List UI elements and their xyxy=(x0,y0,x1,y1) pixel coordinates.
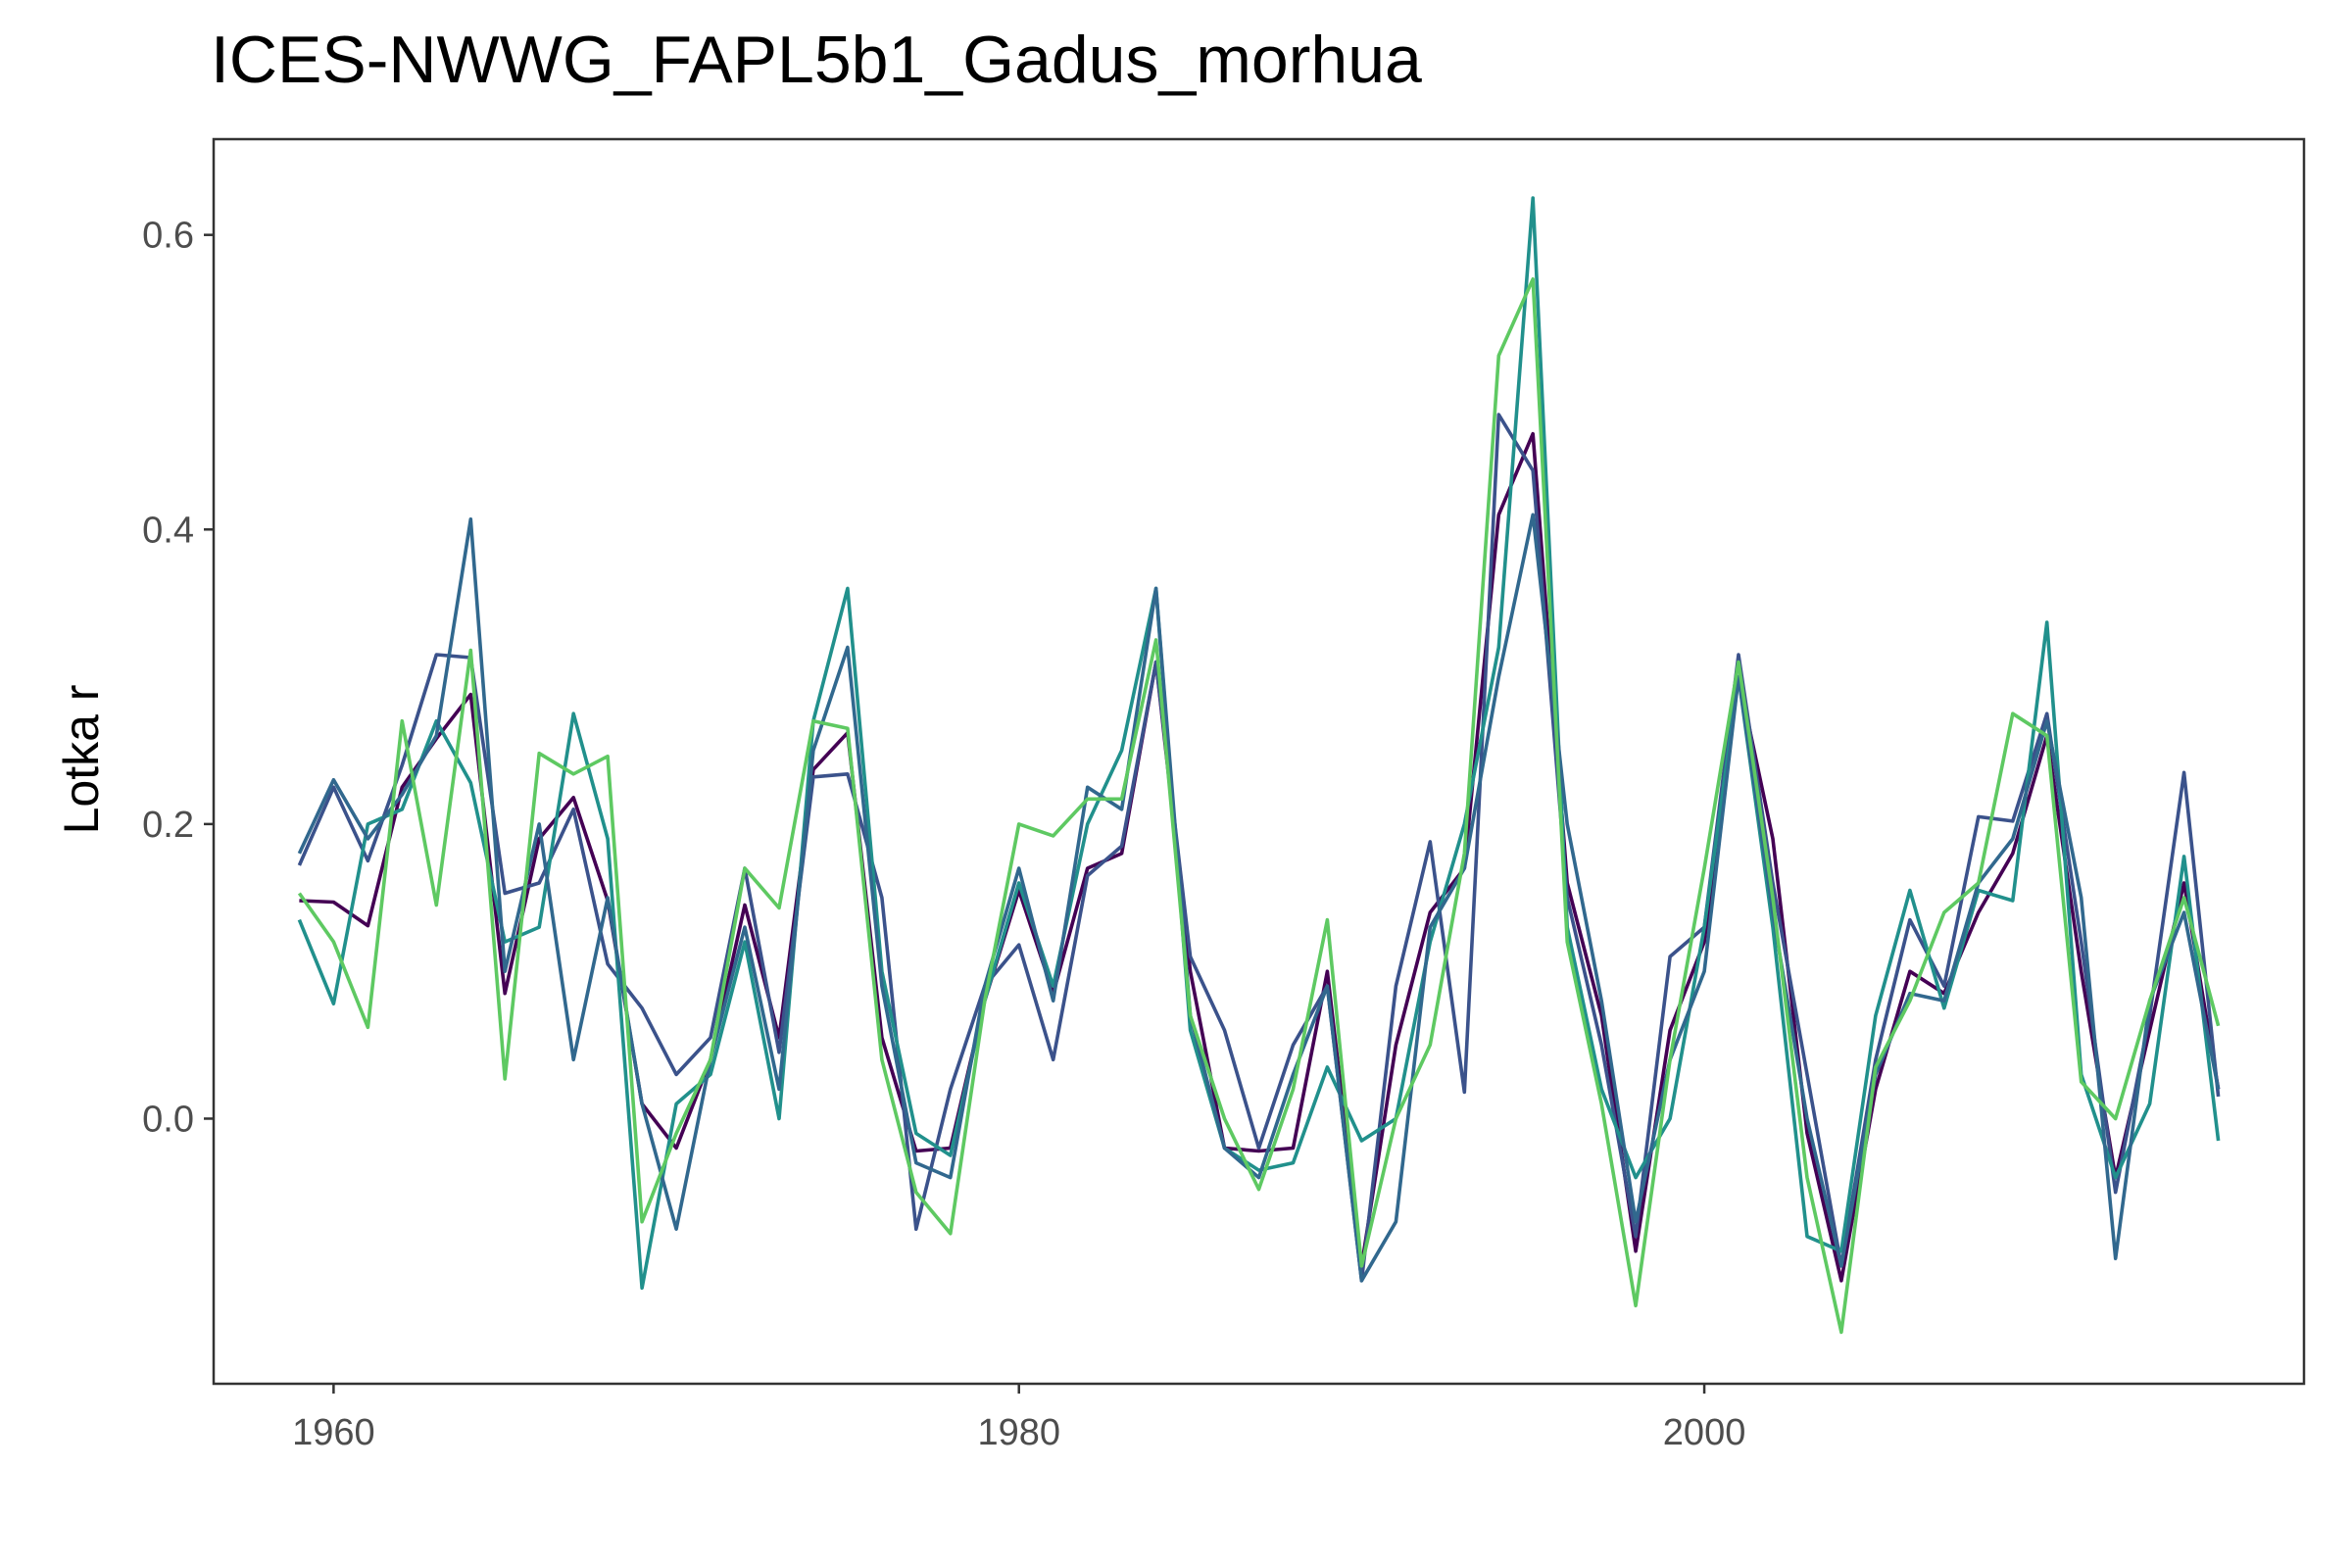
series-line-4 xyxy=(297,513,2221,1283)
y-axis: 0.0 0.2 0.4 0.6 xyxy=(142,216,214,1140)
chart-title: ICES-NWWG_FAPL5b1_Gadus_morhua xyxy=(211,23,1422,97)
y-tick-label: 0.0 xyxy=(142,1099,194,1140)
series-line-1 xyxy=(299,431,2221,1283)
x-tick-label: 2000 xyxy=(1663,1412,1746,1453)
y-tick-label: 0.6 xyxy=(142,216,194,257)
y-tick-label: 0.4 xyxy=(142,510,194,551)
series-layer xyxy=(297,196,2221,1335)
y-axis-title: Lotka r xyxy=(54,685,109,835)
y-tick-label: 0.2 xyxy=(142,805,194,846)
x-axis: 1960 1980 2000 xyxy=(292,1384,1745,1453)
series-line-3 xyxy=(297,196,2221,1291)
x-tick-label: 1980 xyxy=(977,1412,1060,1453)
x-tick-label: 1960 xyxy=(292,1412,375,1453)
series-line-5 xyxy=(297,276,2221,1335)
plot-panel-border xyxy=(212,137,2306,1386)
